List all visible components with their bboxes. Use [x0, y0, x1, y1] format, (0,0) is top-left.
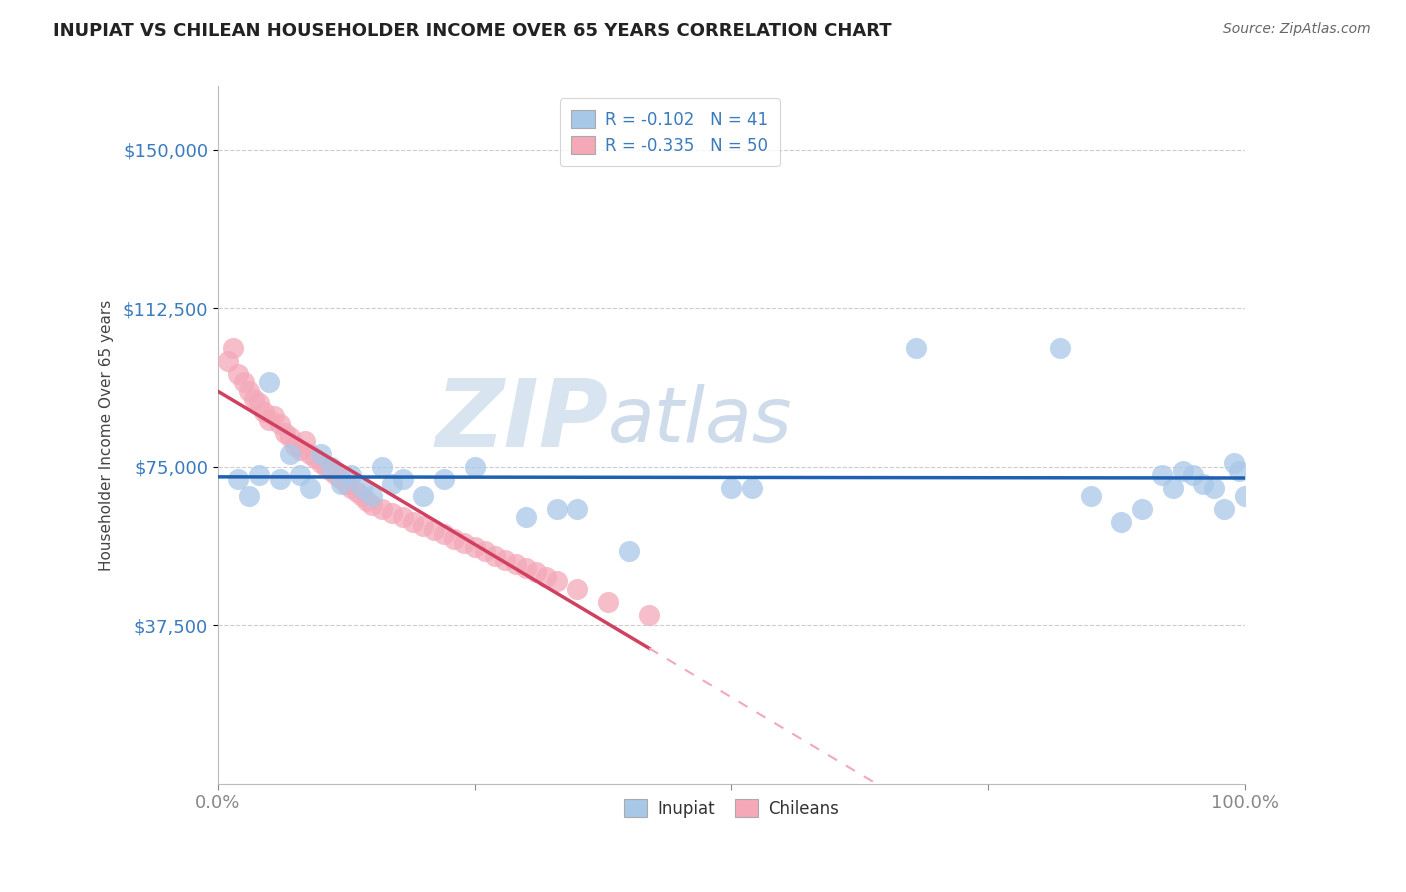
- Point: [433, 527, 456, 541]
- Point: [346, 485, 368, 500]
- Point: [330, 472, 353, 486]
- Point: [309, 456, 332, 470]
- Point: [243, 392, 266, 406]
- Point: [381, 476, 404, 491]
- Point: [263, 409, 285, 423]
- Point: [741, 481, 763, 495]
- Point: [288, 468, 311, 483]
- Point: [371, 502, 394, 516]
- Text: atlas: atlas: [607, 384, 793, 458]
- Point: [238, 489, 260, 503]
- Point: [1202, 481, 1225, 495]
- Point: [257, 375, 280, 389]
- Point: [1049, 342, 1071, 356]
- Point: [505, 557, 527, 571]
- Point: [247, 396, 270, 410]
- Point: [222, 342, 245, 356]
- Point: [299, 481, 322, 495]
- Point: [904, 342, 927, 356]
- Point: [515, 510, 537, 524]
- Point: [412, 519, 434, 533]
- Point: [638, 607, 661, 622]
- Point: [273, 425, 295, 440]
- Text: Source: ZipAtlas.com: Source: ZipAtlas.com: [1223, 22, 1371, 37]
- Point: [253, 405, 276, 419]
- Point: [1227, 464, 1250, 478]
- Point: [567, 582, 589, 597]
- Point: [269, 472, 291, 486]
- Point: [304, 451, 326, 466]
- Point: [1213, 502, 1236, 516]
- Point: [1192, 476, 1215, 491]
- Point: [546, 502, 568, 516]
- Point: [1182, 468, 1205, 483]
- Point: [422, 523, 444, 537]
- Point: [1111, 515, 1133, 529]
- Point: [228, 367, 250, 381]
- Point: [257, 413, 280, 427]
- Point: [617, 544, 640, 558]
- Point: [299, 447, 322, 461]
- Point: [294, 434, 316, 449]
- Point: [474, 544, 496, 558]
- Point: [1233, 489, 1256, 503]
- Point: [381, 506, 404, 520]
- Point: [402, 515, 425, 529]
- Point: [269, 417, 291, 432]
- Point: [443, 532, 465, 546]
- Point: [232, 375, 254, 389]
- Point: [1171, 464, 1194, 478]
- Y-axis label: Householder Income Over 65 years: Householder Income Over 65 years: [100, 300, 114, 571]
- Point: [309, 447, 332, 461]
- Point: [1080, 489, 1102, 503]
- Point: [453, 536, 475, 550]
- Point: [284, 439, 307, 453]
- Point: [464, 540, 486, 554]
- Point: [278, 430, 301, 444]
- Point: [278, 447, 301, 461]
- Point: [315, 459, 337, 474]
- Point: [288, 442, 311, 457]
- Point: [238, 384, 260, 398]
- Point: [319, 464, 342, 478]
- Point: [433, 472, 456, 486]
- Point: [247, 468, 270, 483]
- Point: [546, 574, 568, 588]
- Point: [335, 476, 357, 491]
- Point: [391, 472, 413, 486]
- Point: [1130, 502, 1153, 516]
- Point: [1161, 481, 1184, 495]
- Point: [536, 569, 558, 583]
- Point: [567, 502, 589, 516]
- Point: [340, 468, 363, 483]
- Point: [524, 566, 547, 580]
- Point: [391, 510, 413, 524]
- Point: [412, 489, 434, 503]
- Point: [371, 459, 394, 474]
- Point: [464, 459, 486, 474]
- Point: [340, 481, 363, 495]
- Point: [217, 354, 239, 368]
- Point: [1152, 468, 1174, 483]
- Point: [1223, 456, 1246, 470]
- Point: [319, 459, 342, 474]
- Point: [350, 489, 373, 503]
- Point: [596, 595, 619, 609]
- Text: INUPIAT VS CHILEAN HOUSEHOLDER INCOME OVER 65 YEARS CORRELATION CHART: INUPIAT VS CHILEAN HOUSEHOLDER INCOME OV…: [53, 22, 891, 40]
- Text: ZIP: ZIP: [434, 376, 607, 467]
- Point: [361, 489, 384, 503]
- Point: [325, 468, 347, 483]
- Point: [494, 552, 516, 566]
- Point: [228, 472, 250, 486]
- Legend: Inupiat, Chileans: Inupiat, Chileans: [617, 792, 845, 824]
- Point: [330, 476, 353, 491]
- Point: [720, 481, 742, 495]
- Point: [356, 493, 378, 508]
- Point: [350, 481, 373, 495]
- Point: [515, 561, 537, 575]
- Point: [484, 549, 506, 563]
- Point: [361, 498, 384, 512]
